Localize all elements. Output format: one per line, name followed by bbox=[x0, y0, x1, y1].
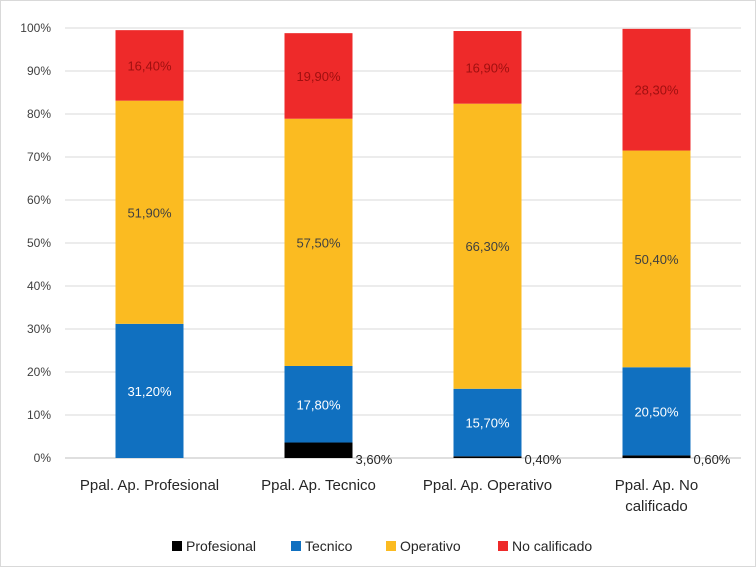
data-label: 57,50% bbox=[296, 235, 341, 250]
y-tick-label: 20% bbox=[27, 365, 51, 379]
bar-segment-no-calificado bbox=[622, 28, 691, 151]
y-axis-ticks: 0% 10% 20% 30% 40% 50% 60% 70% 80% 90% 100% bbox=[20, 21, 51, 465]
bars bbox=[115, 28, 691, 458]
legend: Profesional Tecnico Operativo No calificado bbox=[172, 538, 592, 554]
legend-label: Operativo bbox=[400, 538, 461, 554]
data-label: 50,40% bbox=[634, 252, 679, 267]
data-label: 28,30% bbox=[634, 83, 679, 98]
x-category-label: Ppal. Ap. No bbox=[615, 477, 698, 494]
y-tick-label: 40% bbox=[27, 279, 51, 293]
x-category-label: Ppal. Ap. Tecnico bbox=[261, 477, 376, 494]
data-label: 3,60% bbox=[356, 452, 393, 467]
bar-segment-no-calificado bbox=[115, 30, 184, 101]
y-tick-label: 50% bbox=[27, 236, 51, 250]
y-tick-label: 0% bbox=[34, 451, 52, 465]
data-label: 0,60% bbox=[694, 452, 731, 467]
y-tick-label: 30% bbox=[27, 322, 51, 336]
legend-swatch bbox=[172, 541, 182, 551]
data-label: 16,40% bbox=[127, 58, 172, 73]
legend-label: No calificado bbox=[512, 538, 592, 554]
legend-swatch bbox=[291, 541, 301, 551]
y-tick-label: 60% bbox=[27, 193, 51, 207]
bar-segment-operativo bbox=[622, 150, 691, 368]
y-tick-label: 100% bbox=[20, 21, 51, 35]
bar-segment-operativo bbox=[115, 100, 184, 324]
bar-segment-tecnico bbox=[453, 388, 522, 457]
bar-segment-no-calificado bbox=[284, 33, 353, 119]
bar-segment-profesional bbox=[622, 455, 691, 458]
y-tick-label: 80% bbox=[27, 107, 51, 121]
data-label: 20,50% bbox=[634, 404, 679, 419]
bar-segment-operativo bbox=[453, 103, 522, 389]
bar-segment-tecnico bbox=[284, 365, 353, 443]
legend-label: Tecnico bbox=[305, 538, 353, 554]
bar-segment-profesional bbox=[453, 456, 522, 458]
data-label: 31,20% bbox=[127, 384, 172, 399]
y-tick-label: 70% bbox=[27, 150, 51, 164]
data-labels: 31,20% 51,90% 16,40% 3,60% 17,80% 57,50% 19,90… bbox=[127, 58, 730, 467]
bar-segment-no-calificado bbox=[453, 31, 522, 104]
data-label: 15,70% bbox=[465, 416, 510, 431]
legend-swatch bbox=[498, 541, 508, 551]
data-label: 16,90% bbox=[465, 60, 510, 75]
data-label: 19,90% bbox=[296, 69, 341, 84]
data-label: 0,40% bbox=[525, 452, 562, 467]
y-tick-label: 10% bbox=[27, 408, 51, 422]
data-label: 17,80% bbox=[296, 397, 341, 412]
data-label: 51,90% bbox=[127, 205, 172, 220]
x-category-label: Ppal. Ap. Operativo bbox=[423, 477, 552, 494]
legend-swatch bbox=[386, 541, 396, 551]
bar-segment-tecnico bbox=[115, 323, 184, 458]
bar-segment-operativo bbox=[284, 118, 353, 366]
x-category-label: calificado bbox=[625, 498, 688, 515]
y-tick-label: 90% bbox=[27, 64, 51, 78]
bar-segment-profesional bbox=[284, 442, 353, 458]
x-category-label: Ppal. Ap. Profesional bbox=[80, 477, 219, 494]
x-axis-categories: Ppal. Ap. Profesional Ppal. Ap. Tecnico Pp… bbox=[80, 477, 698, 515]
legend-label: Profesional bbox=[186, 538, 256, 554]
data-label: 66,30% bbox=[465, 239, 510, 254]
bar-segment-tecnico bbox=[622, 367, 691, 456]
